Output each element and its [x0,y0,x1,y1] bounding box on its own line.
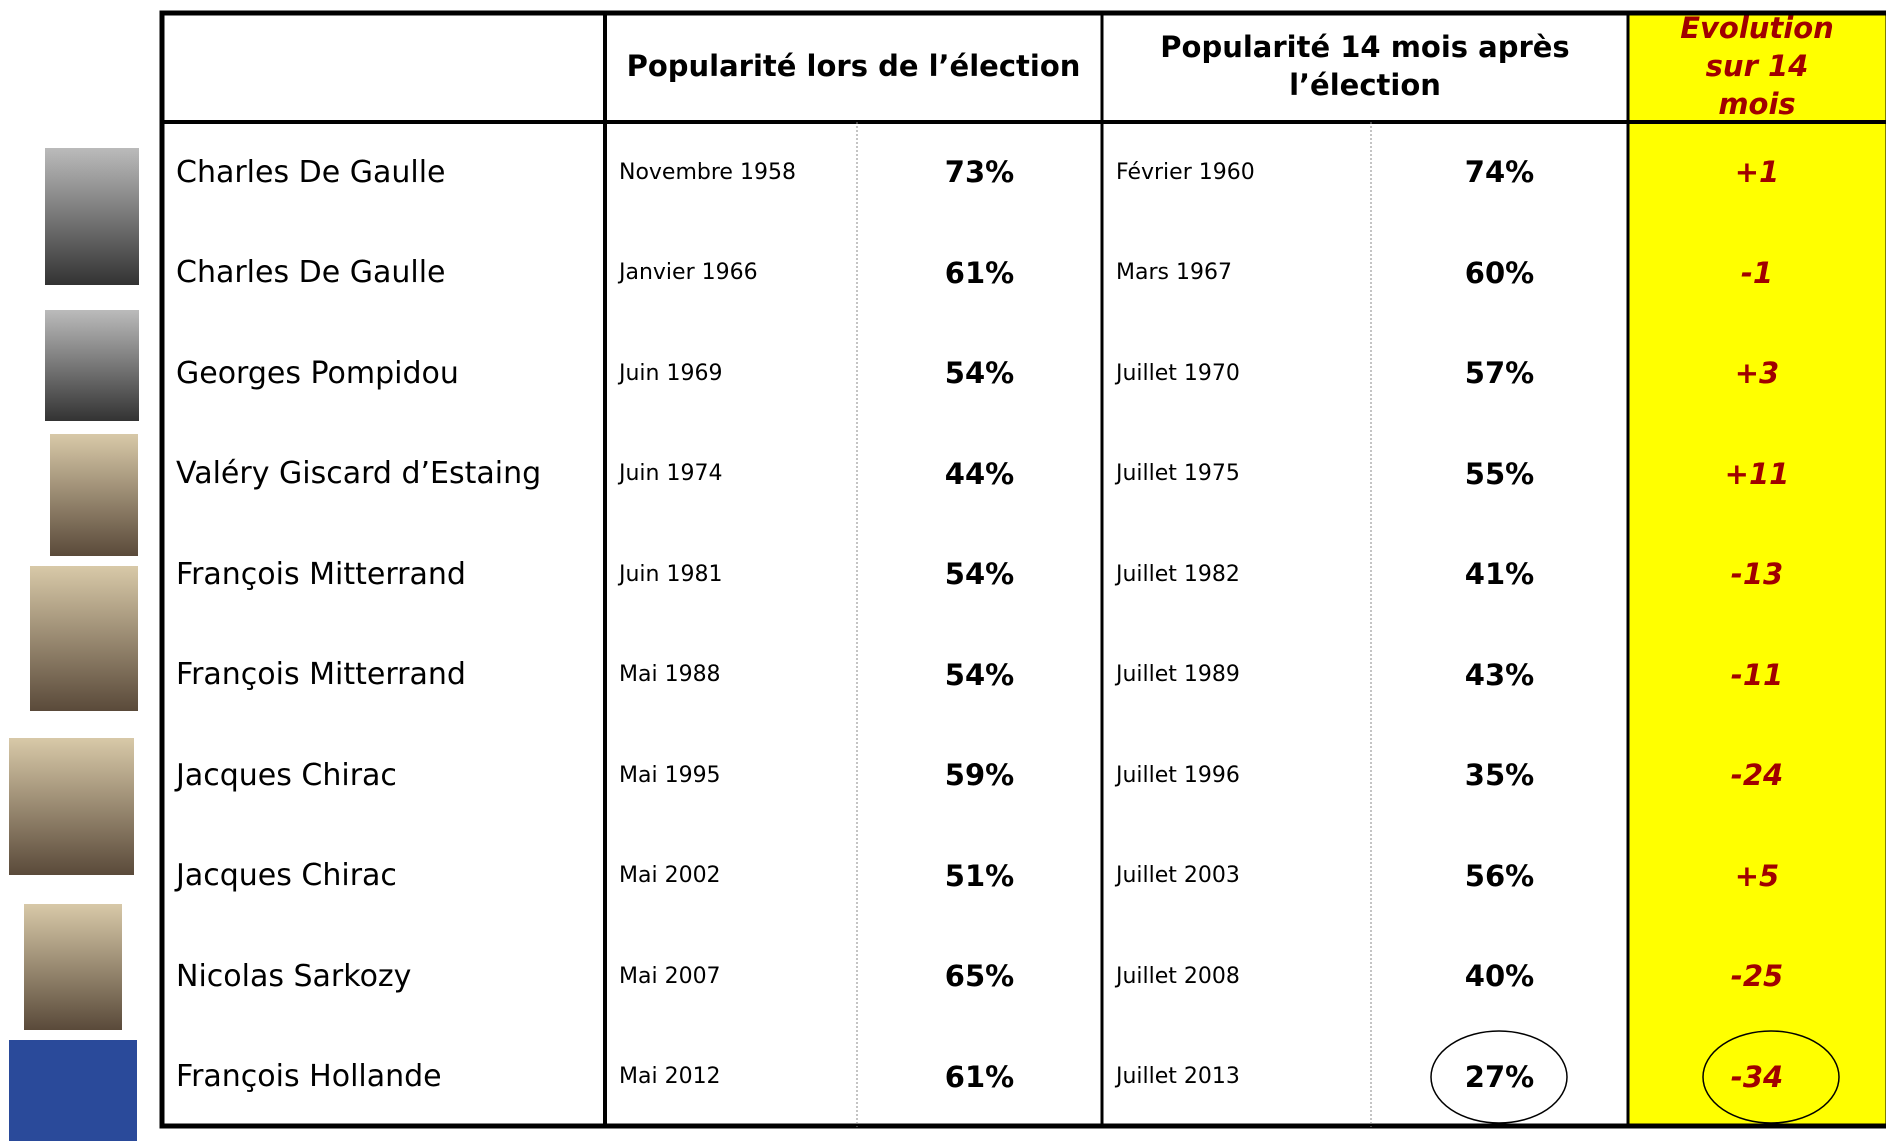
election-date: Mai 2002 [619,863,721,889]
evolution: -25 [1628,926,1886,1027]
popularity: 73% [944,155,1015,190]
popularity-later: 56% [1464,858,1535,893]
election-date: Juin 1981 [619,561,723,587]
popularity: 65% [944,959,1015,994]
popularity-later: 60% [1464,255,1535,290]
evolution: +11 [1628,423,1886,524]
later-date: Juillet 1975 [1116,461,1240,487]
popularity-later: 41% [1464,557,1535,592]
popularity: 54% [944,557,1015,592]
header-cell: Popularité lors de l’élection [626,49,1081,84]
popularity-later: 27% [1464,1059,1535,1094]
evolution: +3 [1628,323,1886,424]
portraits [9,148,139,1141]
popularity-later: 57% [1464,356,1535,391]
election-date: Juin 1974 [619,461,723,487]
portrait [9,1040,137,1141]
president-name: Charles De Gaulle [176,154,446,190]
election-date: Novembre 1958 [619,159,796,185]
president-name: Jacques Chirac [176,858,397,894]
president-name: Valéry Giscard d’Estaing [176,456,542,492]
portrait [50,434,138,556]
popularity-later: 35% [1464,758,1535,793]
evolution: -24 [1628,725,1886,826]
president-name: Nicolas Sarkozy [176,958,412,994]
later-date: Juillet 1989 [1116,662,1240,688]
election-date: Mai 2012 [619,1064,721,1090]
later-date: Février 1960 [1116,159,1255,185]
president-name: François Mitterrand [176,556,466,592]
popularity: 54% [944,657,1015,692]
evolution: -13 [1628,524,1886,625]
popularity-later: 74% [1464,155,1535,190]
popularity: 59% [944,758,1015,793]
later-date: Juillet 1996 [1116,762,1240,788]
portrait [9,738,134,875]
popularity: 44% [944,456,1015,491]
portrait [30,566,138,711]
evolution: -1 [1628,222,1886,323]
header-cell: Popularité 14 mois après l’élection [1160,30,1570,102]
evolution: +5 [1628,825,1886,926]
portrait [45,310,139,421]
president-name: Charles De Gaulle [176,255,446,291]
portrait [45,148,139,285]
election-date: Janvier 1966 [619,260,758,286]
header-cell: Evolution sur 14 mois [1628,11,1886,122]
president-name: Georges Pompidou [176,355,459,391]
election-date: Mai 1988 [619,662,721,688]
popularity-later: 43% [1464,657,1535,692]
popularity: 54% [944,356,1015,391]
later-date: Juillet 2013 [1116,1064,1240,1090]
later-date: Mars 1967 [1116,260,1232,286]
president-name: François Hollande [176,1059,442,1095]
popularity-later: 40% [1464,959,1535,994]
evolution: +1 [1628,122,1886,223]
popularity: 51% [944,858,1015,893]
evolution: -34 [1628,1026,1886,1127]
election-date: Mai 1995 [619,762,721,788]
later-date: Juillet 2008 [1116,963,1240,989]
president-name: Jacques Chirac [176,757,397,793]
popularity-later: 55% [1464,456,1535,491]
president-name: François Mitterrand [176,657,466,693]
later-date: Juillet 2003 [1116,863,1240,889]
later-date: Juillet 1970 [1116,360,1240,386]
later-date: Juillet 1982 [1116,561,1240,587]
election-date: Mai 2007 [619,963,721,989]
evolution: -11 [1628,624,1886,725]
popularity: 61% [944,255,1015,290]
popularity: 61% [944,1059,1015,1094]
portrait [24,904,122,1030]
election-date: Juin 1969 [619,360,723,386]
